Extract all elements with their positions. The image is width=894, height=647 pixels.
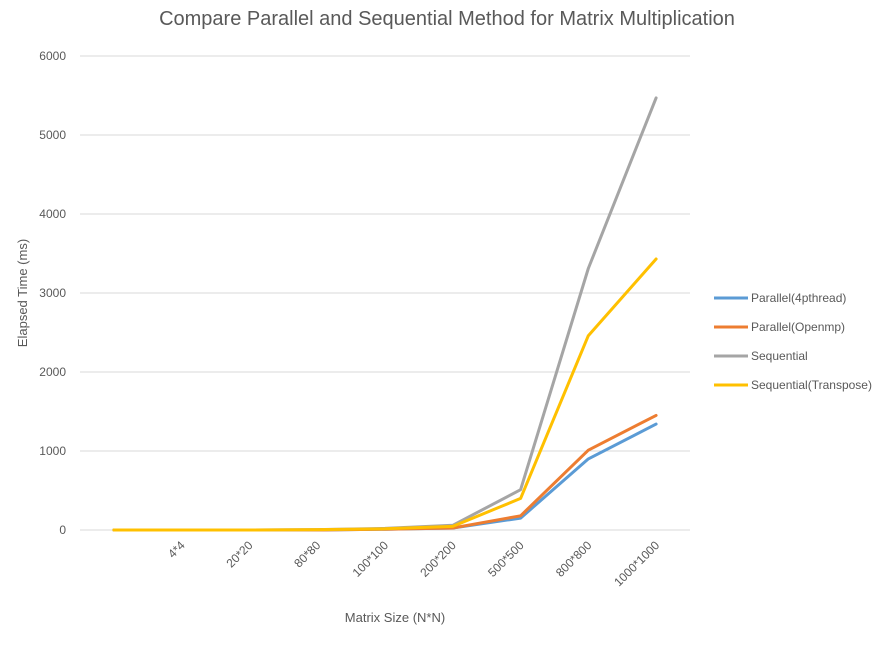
- x-tick-label: 80*80: [291, 538, 323, 570]
- legend-label: Parallel(4pthread): [751, 291, 846, 305]
- y-tick-label: 6000: [39, 49, 66, 63]
- y-tick-label: 1000: [39, 444, 66, 458]
- y-tick-label: 2000: [39, 365, 66, 379]
- chart-title: Compare Parallel and Sequential Method f…: [159, 8, 735, 30]
- legend-label: Parallel(Openmp): [751, 320, 845, 334]
- x-tick-label: 1000*1000: [611, 538, 662, 589]
- x-tick-label: 4*4: [165, 538, 188, 561]
- y-tick-label: 5000: [39, 128, 66, 142]
- series-line: [112, 422, 658, 532]
- y-axis-title: Elapsed Time (ms): [15, 239, 30, 347]
- x-tick-label: 200*200: [417, 538, 459, 580]
- x-tick-label: 20*20: [223, 538, 255, 570]
- x-tick-label: 800*800: [553, 538, 595, 580]
- x-tick-label: 100*100: [350, 538, 392, 580]
- legend-label: Sequential: [751, 349, 808, 363]
- x-axis-title: Matrix Size (N*N): [345, 610, 445, 625]
- y-tick-label: 0: [59, 523, 66, 537]
- legend-label: Sequential(Transpose): [751, 378, 872, 392]
- x-tick-label: 500*500: [485, 538, 527, 580]
- y-tick-label: 4000: [39, 207, 66, 221]
- series-line: [112, 257, 658, 532]
- y-tick-label: 3000: [39, 286, 66, 300]
